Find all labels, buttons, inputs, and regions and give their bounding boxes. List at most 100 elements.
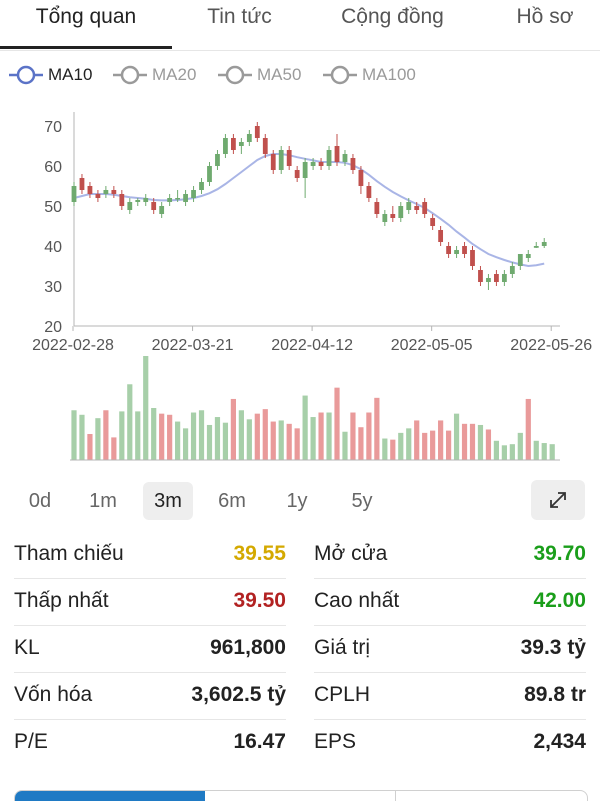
volume-bar [318, 412, 324, 460]
ma10-line [73, 153, 545, 268]
candle [167, 198, 173, 202]
stat-label: Giá trị [314, 636, 371, 659]
candle [478, 270, 483, 282]
candle [127, 202, 133, 210]
volume-bar [222, 422, 229, 460]
candle [438, 230, 444, 242]
y-tick-label: 40 [44, 239, 62, 256]
y-tick-label: 60 [44, 159, 62, 176]
volume-bar [79, 414, 85, 460]
volume-bar [143, 356, 149, 460]
y-tick-label: 50 [44, 199, 62, 216]
volume-bar [541, 443, 547, 460]
candle [302, 162, 308, 178]
tab-community[interactable]: Cộng đồng [341, 5, 444, 28]
volume-bar [175, 421, 181, 460]
candle [509, 266, 515, 274]
candle [199, 182, 204, 190]
candle [135, 200, 141, 202]
ma10-toggle[interactable]: MA10 [8, 60, 92, 90]
bottom-bar-divider [395, 791, 396, 801]
stat-value: 2,434 [533, 730, 586, 753]
candle [191, 190, 196, 198]
volume-bar [190, 412, 197, 460]
range-3m[interactable]: 3m [143, 482, 193, 520]
range-1m[interactable]: 1m [89, 490, 117, 512]
candle [454, 250, 459, 254]
y-tick-label: 70 [44, 119, 62, 136]
candle [183, 194, 188, 202]
candle [143, 198, 149, 202]
volume-bar [310, 417, 316, 460]
volume-bar [422, 432, 428, 460]
volume-bar [238, 410, 244, 460]
candle [119, 194, 125, 206]
volume-bar [366, 412, 372, 460]
y-tick-label: 30 [44, 279, 62, 296]
range-6m[interactable]: 6m [218, 490, 246, 512]
stat-label: Vốn hóa [14, 683, 93, 706]
stat-low-price: Thấp nhất 39.50 [14, 579, 286, 626]
stat-open-price: Mở cửa 39.70 [314, 532, 586, 579]
volume-bar [214, 417, 221, 460]
candle [358, 170, 364, 186]
volume-bar [119, 411, 125, 460]
ma20-toggle[interactable]: MA20 [112, 60, 196, 90]
volume-bar [406, 428, 412, 460]
expand-chart-button[interactable] [531, 480, 585, 520]
candle [207, 166, 212, 182]
candle [501, 274, 507, 282]
candle [310, 162, 316, 166]
volume-bar [103, 410, 109, 460]
stat-value: 39.3 tỷ [520, 636, 586, 659]
top-tab-bar: Tổng quan Tin tức Cộng đồng Hồ sơ [0, 0, 600, 51]
volume-bar [111, 437, 117, 460]
stat-value: 961,800 [210, 636, 286, 659]
tab-overview[interactable]: Tổng quan [35, 5, 137, 28]
candle [71, 186, 77, 202]
volume-bar [374, 397, 380, 460]
price-volume-chart[interactable]: 20 30 40 50 60 70 2022-02-28 2022-03-21 2022-04-… [0, 96, 600, 466]
volume-bar [262, 409, 268, 460]
candle [262, 138, 268, 154]
stat-label: Mở cửa [314, 542, 388, 565]
range-1y[interactable]: 1y [286, 490, 308, 512]
tab-profile[interactable]: Hồ sơ [516, 5, 574, 28]
volume-bar [509, 444, 515, 460]
candle [294, 170, 300, 178]
candle [366, 186, 372, 198]
volume-bar [159, 413, 165, 460]
expand-icon [550, 492, 566, 508]
volume-bar [350, 412, 356, 460]
stat-value: 42.00 [533, 589, 586, 612]
volume-bar [95, 418, 101, 460]
range-0d[interactable]: 0d [28, 490, 52, 512]
volume-bar [127, 384, 133, 460]
ma100-toggle[interactable]: MA100 [322, 60, 416, 90]
stat-label: KL [14, 636, 40, 659]
stat-value: 39.55 [233, 542, 286, 565]
x-tick-label: 2022-04-12 [271, 337, 353, 354]
volume-bar [87, 434, 93, 460]
candle [318, 162, 324, 166]
candle [286, 150, 292, 166]
candle [470, 250, 475, 266]
candle [446, 246, 451, 254]
stat-label: Thấp nhất [14, 589, 109, 612]
candle [541, 242, 547, 246]
volume-bar [151, 408, 157, 460]
tab-news[interactable]: Tin tức [207, 5, 272, 28]
volume-bar [382, 438, 388, 460]
candle [159, 206, 165, 214]
bottom-action-bar[interactable] [14, 790, 588, 801]
ma20-line-icon [113, 65, 147, 85]
candle [430, 218, 436, 226]
volume-bar [334, 387, 340, 460]
stat-trade-value: Giá trị 39.3 tỷ [314, 626, 586, 673]
ma100-line-icon [323, 65, 357, 85]
volume-bar [533, 440, 539, 460]
volume-bar [438, 420, 444, 460]
candle [175, 198, 181, 200]
ma50-toggle[interactable]: MA50 [217, 60, 301, 90]
range-5y[interactable]: 5y [351, 490, 373, 512]
